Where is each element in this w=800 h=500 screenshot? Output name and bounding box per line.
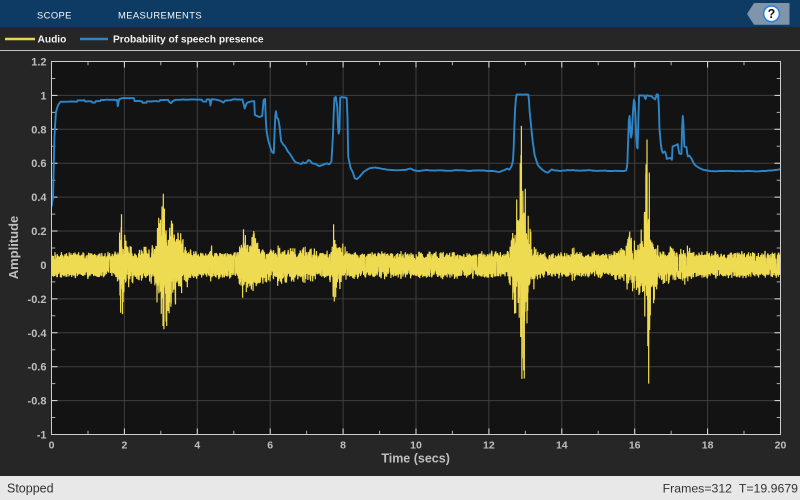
svg-text:-0.6: -0.6 [28, 362, 47, 374]
svg-text:-1: -1 [37, 430, 47, 442]
svg-text:14: 14 [556, 440, 568, 452]
svg-text:SCOPE: SCOPE [37, 10, 72, 21]
svg-text:-0.8: -0.8 [28, 396, 47, 408]
svg-text:10: 10 [410, 440, 422, 452]
svg-text:20: 20 [775, 440, 787, 452]
svg-text:0: 0 [49, 440, 55, 452]
svg-text:16: 16 [629, 440, 641, 452]
svg-text:Frames=312 T=19.9679: Frames=312 T=19.9679 [663, 482, 799, 496]
svg-text:1: 1 [40, 90, 46, 102]
svg-text:1.2: 1.2 [31, 57, 46, 69]
svg-text:18: 18 [702, 440, 714, 452]
svg-text:Audio: Audio [38, 35, 67, 46]
svg-text:Time (secs): Time (secs) [381, 452, 450, 466]
svg-text:0: 0 [40, 260, 46, 272]
svg-text:0.6: 0.6 [31, 158, 46, 170]
svg-text:6: 6 [267, 440, 273, 452]
svg-text:12: 12 [483, 440, 495, 452]
svg-text:Amplitude: Amplitude [6, 216, 21, 280]
svg-text:-0.2: -0.2 [28, 294, 47, 306]
svg-text:Stopped: Stopped [7, 482, 54, 496]
svg-text:2: 2 [121, 440, 127, 452]
svg-text:Probability of speech presence: Probability of speech presence [113, 35, 264, 46]
svg-text:8: 8 [340, 440, 346, 452]
svg-text:-0.4: -0.4 [28, 328, 48, 340]
svg-text:0.2: 0.2 [31, 226, 46, 238]
svg-text:0.8: 0.8 [31, 124, 46, 136]
svg-text:0.4: 0.4 [31, 192, 47, 204]
svg-text:MEASUREMENTS: MEASUREMENTS [118, 10, 202, 21]
svg-text:4: 4 [194, 440, 200, 452]
svg-text:?: ? [768, 7, 776, 21]
